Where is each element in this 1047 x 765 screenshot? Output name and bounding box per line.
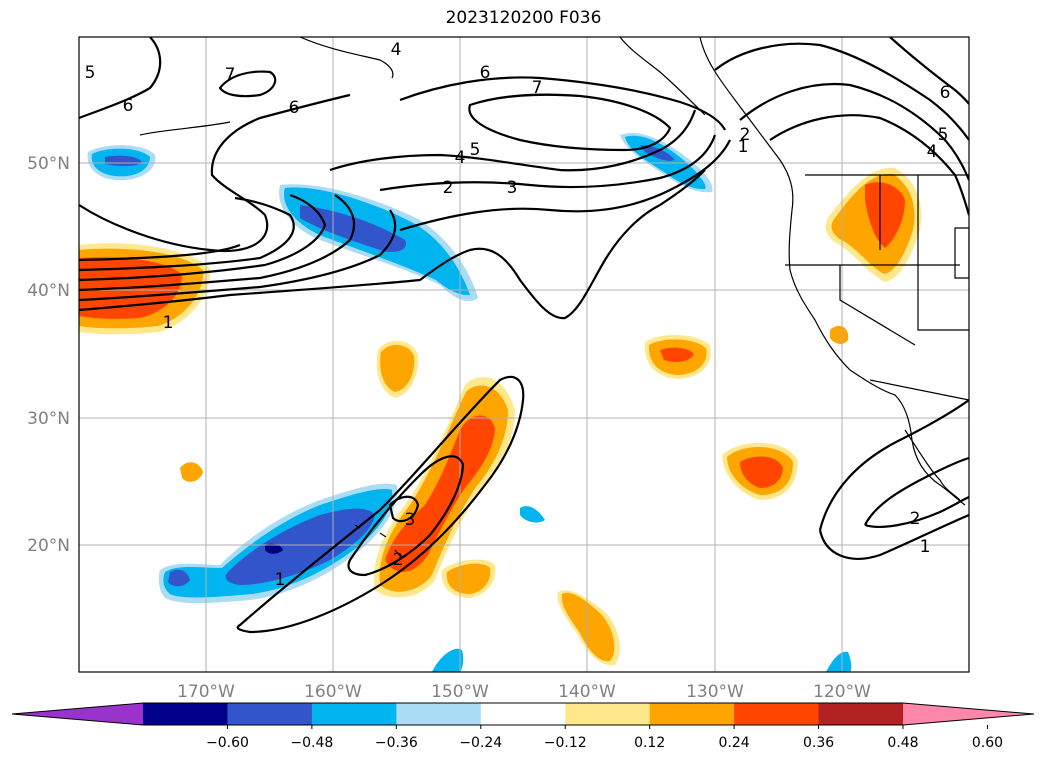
- shaded-anomalies: [79, 132, 922, 672]
- latitude-labels: 50°N 40°N 30°N 20°N: [27, 154, 70, 556]
- contour-labels: 5 7 6 6 4 6 7 2 4 5 3 1 6 5 4 3 2 1 1 2 …: [85, 40, 951, 590]
- colorbar-tick-label: 0.36: [803, 735, 834, 751]
- lon-label: 120°W: [813, 682, 871, 702]
- contour-label: 7: [532, 78, 543, 98]
- map-area: 5 7 6 6 4 6 7 2 4 5 3 1 6 5 4 3 2 1 1 2 …: [79, 37, 969, 672]
- colorbar-tick-label: 0.12: [634, 735, 665, 751]
- colorbar-segment: [565, 703, 651, 725]
- map-title: 2023120200 F036: [445, 8, 602, 28]
- contour-label: 2: [393, 550, 404, 570]
- colorbar-tick-label: −0.24: [459, 735, 502, 751]
- lon-label: 150°W: [431, 682, 489, 702]
- colorbar-segment: [649, 703, 735, 725]
- contour-label: 4: [391, 40, 402, 60]
- lat-label: 20°N: [27, 536, 70, 556]
- contour-label: 7: [225, 65, 236, 85]
- contour-label: 5: [85, 63, 96, 83]
- contour-label: 3: [405, 510, 416, 530]
- colorbar-segment: [311, 703, 397, 725]
- colorbar-segment: [227, 703, 313, 725]
- map-frame: [78, 36, 970, 673]
- lon-label: 170°W: [177, 682, 235, 702]
- lon-label: 140°W: [558, 682, 616, 702]
- lat-label: 40°N: [27, 281, 70, 301]
- colorbar-tick-label: −0.12: [544, 735, 587, 751]
- contour-label: 1: [275, 570, 286, 590]
- contour-label: 4: [455, 148, 466, 168]
- contour-label: 1: [738, 137, 749, 157]
- contour-label: 2: [443, 178, 454, 198]
- contour-label: 6: [940, 83, 951, 103]
- colorbar-tick-label: −0.48: [290, 735, 333, 751]
- colorbar-tick-label: −0.36: [375, 735, 418, 751]
- contour-label: 6: [123, 96, 134, 116]
- colorbar-segment: [396, 703, 482, 725]
- contour-label: 2: [910, 509, 921, 529]
- contour-label: 3: [507, 178, 518, 198]
- contour-label: 2: [740, 125, 751, 145]
- contour-label: 1: [920, 537, 931, 557]
- contour-label: 1: [163, 313, 174, 333]
- lat-label: 30°N: [27, 409, 70, 429]
- contour-label: 5: [470, 140, 481, 160]
- colorbar-segment: [734, 703, 820, 725]
- colorbar-tick-label: −0.60: [206, 735, 249, 751]
- contour-label: 6: [289, 98, 300, 118]
- lon-label: 130°W: [686, 682, 744, 702]
- colorbar-tick-label: 0.60: [972, 735, 1003, 751]
- lat-label: 50°N: [27, 154, 70, 174]
- colorbar-outline: [11, 702, 1035, 726]
- colorbar-segment: [818, 703, 904, 725]
- colorbar-extend-high: [903, 703, 1034, 725]
- contour-label: 6: [480, 63, 491, 83]
- longitude-labels: 170°W 160°W 150°W 140°W 130°W 120°W: [177, 682, 871, 702]
- contour-label: 5: [938, 125, 949, 145]
- contour-label: 4: [927, 142, 938, 162]
- colorbar-tick-label: 0.24: [719, 735, 750, 751]
- colorbar-segment: [480, 703, 566, 725]
- colorbar-tick-label: 0.48: [887, 735, 918, 751]
- colorbar: −0.60 −0.48 −0.36 −0.24 −0.12 0.12 0.24 0.36 0.4…: [11, 702, 1035, 751]
- graticule: [79, 37, 969, 672]
- lon-label: 160°W: [304, 682, 362, 702]
- contour-lines: [79, 37, 969, 634]
- colorbar-segment: [143, 703, 228, 725]
- colorbar-extend-low: [12, 703, 143, 725]
- coastlines: [139, 37, 969, 557]
